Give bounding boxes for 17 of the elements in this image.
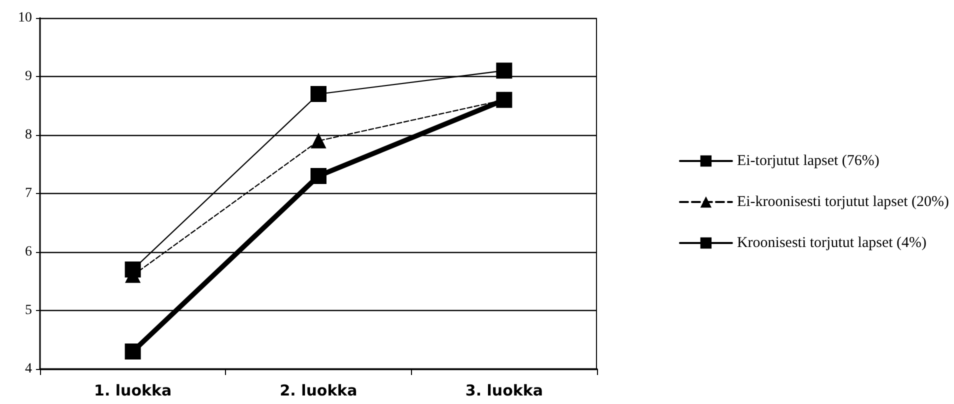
legend-label: Kroonisesti torjutut lapset (4%) [736,235,927,251]
y-tick-label: 5 [25,303,32,318]
x-tick-label: 1. luokka [94,382,172,400]
x-tick-label: 2. luokka [280,382,358,400]
legend-label: Ei-kroonisesti torjutut lapset (20%) [736,194,950,210]
point [310,86,326,102]
y-tick-label: 4 [25,362,32,376]
y-tick-label: 9 [25,69,32,84]
y-tick-label: 7 [25,186,32,201]
y-tick-label: 8 [25,128,32,142]
y-tick-label: 10 [18,10,32,26]
x-tick-label: 3. luokka [465,382,543,400]
point [124,343,141,360]
y-tick-label: 6 [25,244,32,260]
point [310,168,326,184]
legend-label: Ei-torjutut lapset (76%) [736,153,880,169]
point [496,62,512,79]
